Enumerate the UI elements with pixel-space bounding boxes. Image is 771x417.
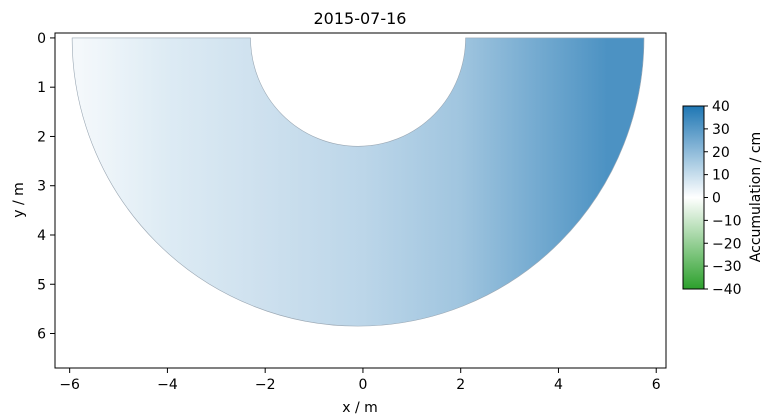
plot-frame [54, 32, 667, 369]
colorbar-tick-label: −10 [712, 213, 742, 229]
y-axis: 0 1 2 3 4 5 6 [37, 31, 55, 343]
x-tick-label: 6 [652, 377, 661, 393]
x-axis-label: x / m [342, 400, 378, 416]
colorbar-ticks: 40 30 20 10 0 −10 −20 −30 −40 [704, 99, 742, 298]
chart-title: 2015-07-16 [314, 9, 407, 28]
colorbar: 40 30 20 10 0 −10 −20 −30 −40 Accumulation / cm [682, 99, 764, 298]
colorbar-tick-label: −40 [712, 282, 742, 298]
colorbar-tick-label: 30 [712, 122, 730, 138]
x-tick-label: 2 [456, 377, 465, 393]
x-axis: −6 −4 −2 0 2 4 6 [59, 368, 661, 393]
y-tick-label: 2 [37, 129, 46, 145]
x-tick-label: −2 [255, 377, 276, 393]
field-region [71, 37, 645, 327]
colorbar-tick-label: 10 [712, 168, 730, 184]
x-tick-label: −6 [59, 377, 80, 393]
x-tick-label: −4 [157, 377, 178, 393]
colorbar-bar [682, 105, 705, 290]
colorbar-tick-label: −20 [712, 236, 742, 252]
y-tick-label: 6 [37, 327, 46, 343]
x-tick-label: 0 [358, 377, 367, 393]
accumulation-field [71, 37, 645, 327]
colorbar-label: Accumulation / cm [748, 132, 764, 262]
x-tick-label: 4 [554, 377, 563, 393]
y-tick-label: 0 [37, 31, 46, 47]
y-axis-label: y / m [11, 182, 27, 218]
colorbar-tick-label: 40 [712, 99, 730, 115]
colorbar-tick-label: 20 [712, 145, 730, 161]
y-tick-label: 1 [37, 80, 46, 96]
y-tick-label: 4 [37, 228, 46, 244]
y-tick-label: 5 [37, 277, 46, 293]
colorbar-tick-label: −30 [712, 259, 742, 275]
colorbar-tick-label: 0 [712, 191, 721, 207]
y-tick-label: 3 [37, 179, 46, 195]
